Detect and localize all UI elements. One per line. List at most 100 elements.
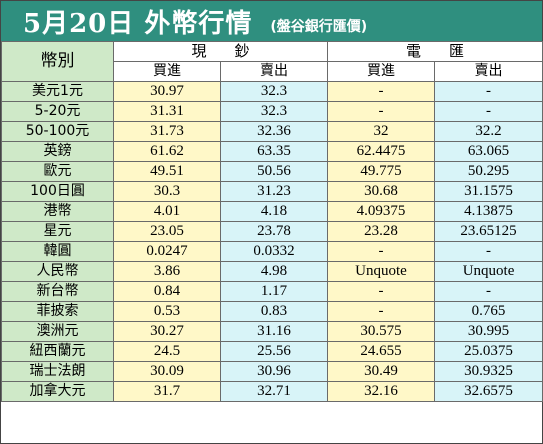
transfer-sell-cell: 30.9325 [434,361,543,382]
table-row: 英鎊 61.62 63.35 62.4475 63.065 [1,141,543,162]
table-row: 菲披索 0.53 0.83-0.765 [1,301,543,322]
table-row: 韓圓 0.0247 0.0332- - [1,241,543,262]
transfer-buy-cell: 49.775 [327,161,436,182]
table-row: 50-100元 31.73 32.36 32 32.2 [1,121,543,142]
currency-cell: 人民幣 [1,261,114,282]
currency-cell: 韓圓 [1,241,114,262]
table-row: 港幣 4.01 4.18 4.09375 4.13875 [1,201,543,222]
cash-buy-cell: 3.86 [113,261,221,282]
cash-buy-cell: 23.05 [113,221,221,242]
cash-buy-cell: 4.01 [113,201,221,222]
cash-buy-header: 買進 [113,61,221,82]
table-row: 人民幣 3.86 4.98 Unquote Unquote [1,261,543,282]
transfer-sell-cell: Unquote [434,261,543,282]
currency-cell: 星元 [1,221,114,242]
transfer-sell-cell: - [434,81,543,102]
transfer-buy-cell: Unquote [327,261,436,282]
currency-cell: 瑞士法朗 [1,361,114,382]
transfer-sell-cell: 32.2 [434,121,543,142]
transfer-buy-cell: 23.28 [327,221,436,242]
table-row: 新台幣 0.84 1.17- - [1,281,543,302]
currency-cell: 100日圓 [1,181,114,202]
currency-cell: 新台幣 [1,281,114,302]
transfer-buy-cell: 30.68 [327,181,436,202]
currency-cell: 美元1元 [1,81,114,102]
transfer-sell-cell: 32.6575 [434,381,543,402]
currency-cell: 澳洲元 [1,321,114,342]
cash-buy-cell: 31.73 [113,121,221,142]
cash-sell-cell: 32.71 [219,381,329,402]
cash-sell-cell: 32.36 [219,121,329,142]
currency-cell: 紐西蘭元 [1,341,114,362]
title-bar: 5月20日 外幣行情 (盤谷銀行匯價) [1,1,542,41]
cash-sell-cell: 4.18 [219,201,329,222]
table-row: 歐元 49.51 50.56 49.775 50.295 [1,161,543,182]
transfer-sell-cell: - [434,101,543,122]
transfer-sell-cell: - [434,281,543,302]
cash-buy-cell: 24.5 [113,341,221,362]
cash-sell-cell: 63.35 [219,141,329,162]
currency-column-header: 幣別 [1,41,114,82]
currency-cell: 加拿大元 [1,381,114,402]
cash-buy-cell: 0.53 [113,301,221,322]
transfer-sell-cell: 63.065 [434,141,543,162]
cash-buy-cell: 31.31 [113,101,221,122]
transfer-buy-cell: 32.16 [327,381,436,402]
currency-cell: 菲披索 [1,301,114,322]
currency-cell: 港幣 [1,201,114,222]
transfer-group-header: 電匯 [327,41,543,62]
cash-sell-cell: 23.78 [219,221,329,242]
cash-sell-cell: 32.3 [219,81,329,102]
table-row: 加拿大元 31.7 32.71 32.16 32.6575 [1,381,543,402]
cash-buy-cell: 30.09 [113,361,221,382]
cash-sell-cell: 1.17 [219,281,329,302]
cash-buy-cell: 0.0247 [113,241,221,262]
transfer-buy-cell: 62.4475 [327,141,436,162]
currency-cell: 歐元 [1,161,114,182]
cash-buy-cell: 0.84 [113,281,221,302]
cash-sell-header: 賣出 [219,61,329,82]
transfer-sell-cell: 30.995 [434,321,543,342]
cash-sell-cell: 32.3 [219,101,329,122]
transfer-sell-cell: 4.13875 [434,201,543,222]
cash-sell-cell: 0.83 [219,301,329,322]
transfer-buy-cell: 4.09375 [327,201,436,222]
transfer-sell-cell: 25.0375 [434,341,543,362]
transfer-buy-cell: - [327,281,436,302]
page-subtitle: (盤谷銀行匯價) [270,19,368,35]
cash-sell-cell: 31.16 [219,321,329,342]
transfer-sell-cell: 0.765 [434,301,543,322]
table-row: 5-20元 31.31 32.3- - [1,101,543,122]
page-title: 5月20日 外幣行情 [23,8,253,39]
transfer-sell-cell: 23.65125 [434,221,543,242]
transfer-buy-cell: 24.655 [327,341,436,362]
cash-sell-cell: 31.23 [219,181,329,202]
table-row: 瑞士法朗 30.09 30.96 30.49 30.9325 [1,361,543,382]
currency-cell: 50-100元 [1,121,114,142]
transfer-buy-cell: - [327,101,436,122]
cash-buy-cell: 61.62 [113,141,221,162]
cash-buy-cell: 30.97 [113,81,221,102]
transfer-buy-cell: - [327,241,436,262]
transfer-sell-cell: - [434,241,543,262]
cash-buy-cell: 30.27 [113,321,221,342]
table-row: 星元 23.05 23.78 23.28 23.65125 [1,221,543,242]
table-row: 美元1元 30.97 32.3- - [1,81,543,102]
transfer-buy-cell: 32 [327,121,436,142]
transfer-buy-cell: 30.575 [327,321,436,342]
table-row: 紐西蘭元 24.5 25.56 24.655 25.0375 [1,341,543,362]
transfer-buy-cell: - [327,81,436,102]
currency-cell: 英鎊 [1,141,114,162]
cash-buy-cell: 30.3 [113,181,221,202]
transfer-buy-header: 買進 [327,61,436,82]
cash-sell-cell: 4.98 [219,261,329,282]
cash-buy-cell: 49.51 [113,161,221,182]
cash-group-header: 現鈔 [112,41,329,62]
currency-cell: 5-20元 [1,101,114,122]
cash-sell-cell: 25.56 [219,341,329,362]
cash-buy-cell: 31.7 [113,381,221,402]
cash-sell-cell: 0.0332 [219,241,329,262]
table-row: 澳洲元 30.27 31.16 30.575 30.995 [1,321,543,342]
transfer-buy-cell: - [327,301,436,322]
